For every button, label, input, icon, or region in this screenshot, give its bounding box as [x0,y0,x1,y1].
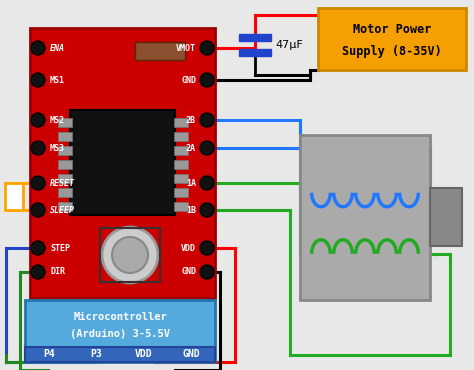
Bar [174,174,188,183]
Circle shape [31,73,45,87]
Text: VDD: VDD [135,349,153,359]
Text: 1A: 1A [186,178,196,188]
Circle shape [31,113,45,127]
Circle shape [31,203,45,217]
Bar [174,202,188,211]
Bar [58,202,72,211]
Bar [30,28,215,298]
Text: www.HowToMechatronics.co: www.HowToMechatronics.co [331,253,438,262]
Circle shape [200,141,214,155]
Text: (Arduino) 3-5.5V: (Arduino) 3-5.5V [70,329,170,339]
Bar [174,132,188,141]
Circle shape [200,176,214,190]
Circle shape [200,203,214,217]
Bar [174,188,188,197]
Text: MS3: MS3 [50,144,65,152]
Bar [174,146,188,155]
Circle shape [200,41,214,55]
Bar [58,146,72,155]
Text: RESET: RESET [50,178,75,188]
Text: DIR: DIR [50,268,65,276]
Bar [239,34,271,41]
Circle shape [112,237,148,273]
Bar [58,160,72,169]
Circle shape [200,241,214,255]
Text: 1B: 1B [186,205,196,215]
Bar [25,300,215,362]
Circle shape [31,41,45,55]
Bar [58,132,72,141]
Text: 1: 1 [317,206,344,244]
Bar [70,110,175,215]
Text: ENA: ENA [50,44,65,53]
Text: 47µF: 47µF [275,40,303,50]
Bar [25,346,215,362]
Bar [5,183,23,210]
Bar [58,188,72,197]
Circle shape [200,73,214,87]
Text: Mechatronics: Mechatronics [340,229,430,242]
Text: P4: P4 [43,349,55,359]
Text: GND: GND [182,349,200,359]
Bar [135,42,185,60]
Circle shape [31,176,45,190]
Text: MS1: MS1 [50,75,65,84]
Bar [58,174,72,183]
Text: Supply (8-35V): Supply (8-35V) [342,45,442,58]
Bar [239,49,271,56]
Bar [174,118,188,127]
Bar [318,8,466,70]
Text: SLEEP: SLEEP [50,205,75,215]
Bar [430,188,462,246]
Bar [300,135,430,300]
Text: VDD: VDD [181,243,196,252]
Circle shape [102,227,158,283]
Text: P3: P3 [91,349,102,359]
Text: GND: GND [181,268,196,276]
Circle shape [31,265,45,279]
Text: GND: GND [181,75,196,84]
Text: How To: How To [363,209,408,222]
Circle shape [200,265,214,279]
Text: VMOT: VMOT [176,44,196,53]
Circle shape [200,113,214,127]
Bar [174,160,188,169]
Bar [100,228,160,282]
Text: 2B: 2B [186,115,196,124]
Text: Microcontroller: Microcontroller [73,312,167,322]
Circle shape [31,141,45,155]
Text: STEP: STEP [50,243,70,252]
Bar [58,118,72,127]
Text: 2A: 2A [186,144,196,152]
Text: Motor Power: Motor Power [353,23,431,36]
Text: MS2: MS2 [50,115,65,124]
Circle shape [31,241,45,255]
